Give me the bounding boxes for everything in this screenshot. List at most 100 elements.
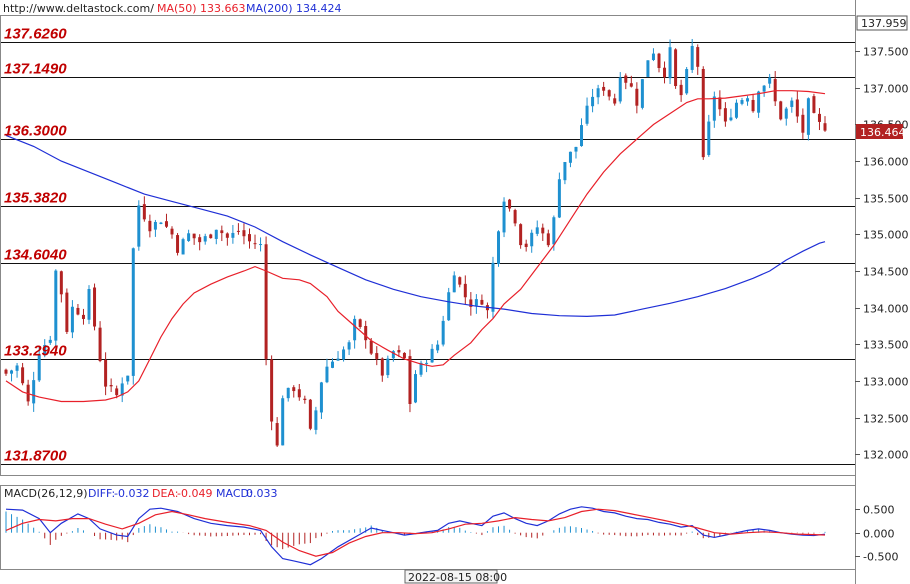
macd-dea-line (5, 508, 826, 557)
candle (270, 355, 274, 431)
candle (408, 349, 412, 413)
candle (386, 355, 390, 379)
candle (458, 276, 462, 288)
price-tick-label: 134.500 (863, 266, 909, 279)
candle (391, 350, 395, 362)
candle (259, 237, 263, 252)
level-label-0: 137.6260 (4, 26, 67, 43)
level-label-2: 136.3000 (4, 123, 67, 140)
candle (801, 108, 805, 139)
candle (646, 60, 650, 78)
candle (292, 385, 296, 398)
price-panel (0, 15, 856, 476)
candle (425, 359, 429, 373)
candle (308, 398, 312, 431)
candle (563, 161, 567, 185)
candle (247, 228, 251, 249)
candle (198, 234, 202, 251)
candle (264, 236, 268, 366)
candle (319, 381, 323, 419)
candle (690, 38, 694, 73)
candle (734, 99, 738, 120)
candle (380, 357, 384, 382)
candle (176, 233, 180, 256)
candle (347, 340, 351, 356)
macd-dea-label: DEA: (152, 487, 178, 500)
price-tick-label: 135.500 (863, 193, 909, 206)
candle (87, 285, 91, 325)
candle (585, 97, 589, 126)
candle (624, 73, 628, 90)
candle (126, 375, 130, 385)
candle (286, 387, 290, 402)
candle (635, 82, 639, 114)
candle (142, 196, 146, 222)
candle (225, 232, 229, 246)
macd-panel (0, 485, 856, 570)
candle (436, 340, 440, 354)
candle (707, 114, 711, 157)
candle (358, 318, 362, 329)
candle (685, 67, 689, 95)
candle (784, 106, 788, 126)
price-tick-label: 135.000 (863, 229, 909, 242)
candle (762, 84, 766, 97)
candle (253, 234, 257, 249)
level-label-3: 135.3820 (4, 190, 67, 207)
macd-axis: 0.500 0.000 -0.500 (855, 504, 898, 564)
candle (303, 395, 307, 404)
candle (663, 61, 667, 84)
candle (596, 84, 600, 105)
candle (502, 197, 506, 238)
candle (131, 247, 135, 385)
current-price: 136.464 (860, 126, 906, 139)
ma200-line (5, 134, 826, 318)
candle (746, 95, 750, 106)
candle (795, 91, 799, 123)
candle (59, 270, 63, 303)
candle (546, 229, 550, 248)
candle (718, 90, 722, 116)
date-label-box: 2022-08-15 08:00 (404, 569, 507, 584)
candle (723, 102, 727, 127)
candle (402, 352, 406, 360)
candle (469, 292, 473, 316)
candle (519, 223, 523, 249)
current-price-box: 136.464 (856, 124, 906, 139)
macd-dea-value: -0.049 (177, 487, 212, 500)
price-tick-label: 136.000 (863, 156, 909, 169)
candle (712, 91, 716, 128)
ma50-label: MA(50) (157, 2, 197, 15)
candle (214, 229, 218, 245)
candle (463, 275, 467, 305)
candle (93, 283, 97, 331)
candle (236, 223, 240, 235)
date-label: 2022-08-15 08:00 (408, 571, 507, 584)
candle (54, 269, 58, 348)
candle (4, 368, 8, 376)
candle (314, 406, 318, 435)
candle (43, 339, 47, 358)
price-axis: 137.500137.000136.500136.000135.500135.0… (855, 46, 909, 462)
candle (513, 208, 517, 227)
candle (524, 239, 528, 252)
level-label-4: 134.6040 (4, 247, 67, 264)
macd-tick-label: -0.500 (863, 551, 898, 564)
candle (751, 93, 755, 113)
candle (657, 52, 661, 73)
price-tick-label: 133.000 (863, 376, 909, 389)
candle (120, 377, 124, 403)
candle (530, 229, 534, 253)
macd-diff-line (5, 506, 826, 566)
price-tick-label: 133.500 (863, 339, 909, 352)
candle (164, 213, 168, 229)
candle (281, 395, 285, 446)
candle (353, 315, 357, 349)
candle (70, 300, 74, 339)
candle (104, 352, 108, 396)
candle (76, 304, 80, 316)
candle (187, 229, 191, 242)
candle (137, 200, 141, 251)
candle (474, 294, 478, 314)
